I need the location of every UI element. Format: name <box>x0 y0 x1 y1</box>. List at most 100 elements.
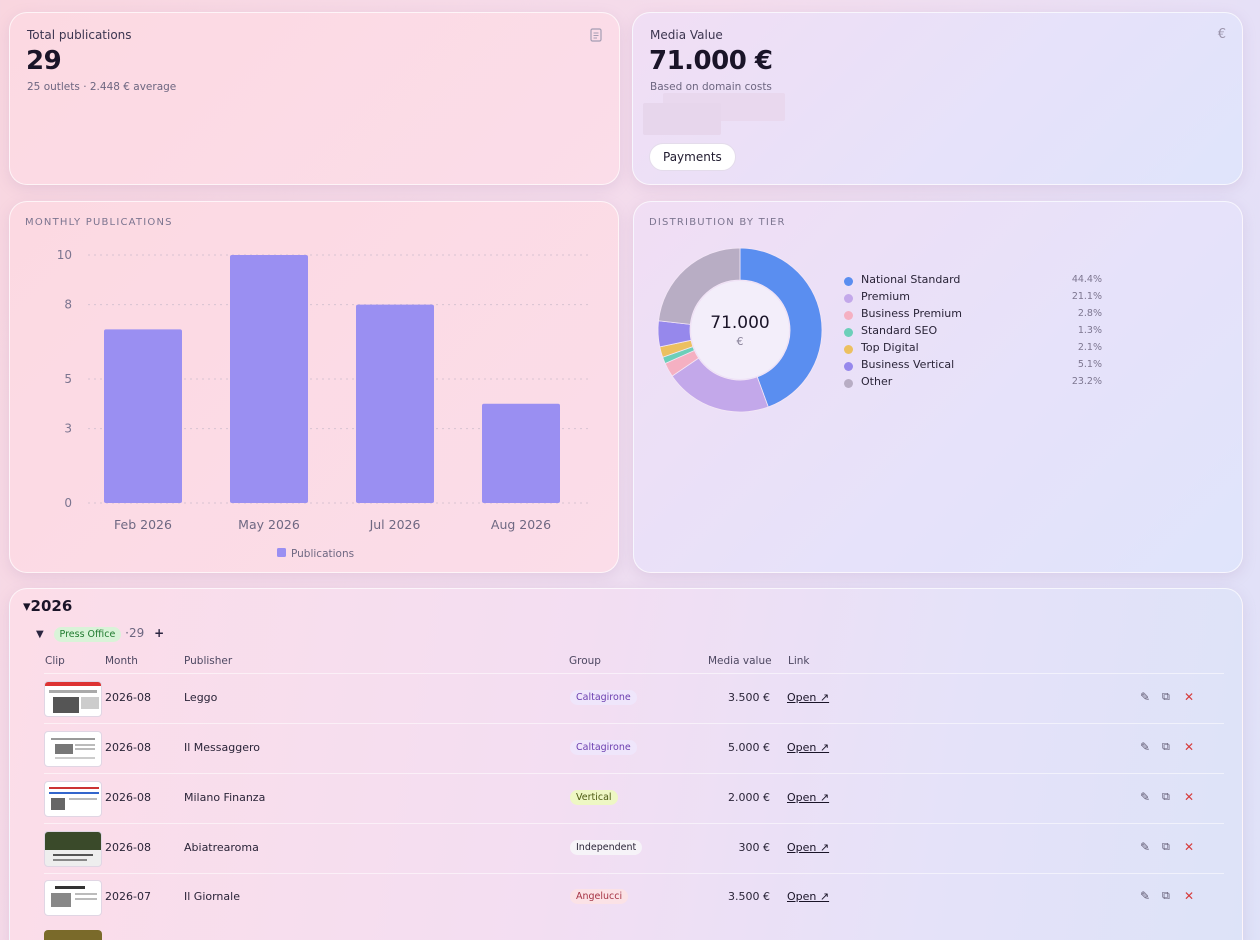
total-publications-value: 29 <box>26 46 62 76</box>
edit-icon[interactable]: ✎ <box>1140 740 1151 754</box>
clip-thumbnail[interactable] <box>44 930 102 940</box>
year-group-heading[interactable]: ▾2026 <box>23 597 72 615</box>
publications-table-card: ▾2026 ▼ Press Office ·29 + Clip Month Pu… <box>9 588 1243 940</box>
legend-label: Standard SEO <box>861 324 938 337</box>
duplicate-icon[interactable]: ⧉ <box>1162 840 1170 853</box>
clip-thumbnail[interactable] <box>44 880 102 916</box>
document-icon <box>590 28 602 42</box>
legend-item: Other 23.2% <box>844 375 1102 392</box>
open-link[interactable]: Open ↗ <box>787 791 830 804</box>
legend-item: Business Vertical 5.1% <box>844 358 1102 375</box>
legend-percentage: 44.4% <box>1071 274 1102 285</box>
legend-label: Business Premium <box>861 307 962 320</box>
column-header-link: Link <box>788 655 810 667</box>
row-publisher: Abiatrearoma <box>184 841 259 854</box>
y-tick-label: 3 <box>64 422 72 436</box>
legend-dot <box>844 277 853 286</box>
y-tick-label: 0 <box>64 496 72 510</box>
column-header-clip: Clip <box>45 655 65 667</box>
open-link[interactable]: Open ↗ <box>787 741 830 754</box>
delete-icon[interactable]: ✕ <box>1184 690 1195 704</box>
x-tick-label: Feb 2026 <box>114 517 172 532</box>
row-month: 2026-07 <box>105 890 151 903</box>
donut-center <box>691 281 789 379</box>
legend-percentage: 1.3% <box>1077 325 1102 336</box>
delete-icon[interactable]: ✕ <box>1184 740 1195 754</box>
row-month: 2026-08 <box>105 741 151 754</box>
clip-thumbnail[interactable] <box>44 831 102 867</box>
donut-center-unit: € <box>737 335 744 348</box>
row-media-value: 3.500 € <box>728 890 770 903</box>
row-group-tag: Caltagirone <box>570 690 637 705</box>
row-media-value: 2.000 € <box>728 791 770 804</box>
delete-icon[interactable]: ✕ <box>1184 889 1195 903</box>
press-office-group-row: ▼ Press Office ·29 + <box>36 626 164 642</box>
clip-thumbnail[interactable] <box>44 781 102 817</box>
duplicate-icon[interactable]: ⧉ <box>1162 889 1170 902</box>
year-label: 2026 <box>30 597 73 615</box>
table-row: 2026-07 Il Giornale Angelucci 3.500 € Op… <box>44 873 1234 923</box>
open-link[interactable]: Open ↗ <box>787 890 830 903</box>
column-header-publisher: Publisher <box>184 655 233 667</box>
row-divider <box>44 673 1224 674</box>
legend-swatch <box>277 548 286 557</box>
duplicate-icon[interactable]: ⧉ <box>1162 690 1170 703</box>
table-row: 2026-08 Il Messaggero Caltagirone 5.000 … <box>44 724 1234 774</box>
bar <box>482 403 560 503</box>
row-media-value: 3.500 € <box>728 691 770 704</box>
legend-label: Other <box>861 375 893 388</box>
duplicate-icon[interactable]: ⧉ <box>1162 790 1170 803</box>
row-month: 2026-08 <box>105 691 151 704</box>
media-value-card: Media Value € 71.000 € Based on domain c… <box>632 12 1243 185</box>
donut-slice <box>739 247 823 408</box>
legend-item: Standard SEO 1.3% <box>844 324 1102 341</box>
legend-label: Publications <box>291 548 354 560</box>
bar <box>104 329 182 503</box>
row-month: 2026-08 <box>105 791 151 804</box>
legend-dot <box>844 345 853 354</box>
table-row: 2026-08 Abiatrearoma Independent 300 € O… <box>44 824 1234 874</box>
payments-button[interactable]: Payments <box>649 143 736 171</box>
row-group-tag: Independent <box>570 840 643 855</box>
column-header-group: Group <box>569 655 601 667</box>
group-count-separator: · <box>125 626 129 640</box>
open-link[interactable]: Open ↗ <box>787 841 830 854</box>
row-divider <box>44 873 1224 874</box>
media-value-subtext: Based on domain costs <box>650 81 772 93</box>
y-tick-label: 5 <box>64 372 72 386</box>
row-group-tag: Angelucci <box>570 889 629 904</box>
edit-icon[interactable]: ✎ <box>1140 889 1151 903</box>
clip-thumbnail[interactable] <box>44 731 102 767</box>
bar <box>230 255 308 503</box>
row-divider <box>44 773 1224 774</box>
monthly-publications-chart: 0 3 5 8 10 Feb 2026 May 2026 Jul 2026 Aug 2026 Pu… <box>57 248 590 560</box>
duplicate-icon[interactable]: ⧉ <box>1162 740 1170 753</box>
total-publications-subtext: 25 outlets · 2.448 € average <box>27 81 177 93</box>
total-publications-card: Total publications 29 25 outlets · 2.448… <box>9 12 620 185</box>
row-publisher: Il Messaggero <box>184 741 261 754</box>
legend-percentage: 21.1% <box>1071 291 1102 302</box>
press-office-tag: Press Office <box>53 627 122 642</box>
total-publications-title: Total publications <box>27 28 132 42</box>
delete-icon[interactable]: ✕ <box>1184 790 1195 804</box>
add-icon[interactable]: + <box>154 626 165 640</box>
open-link[interactable]: Open ↗ <box>787 691 830 704</box>
legend-percentage: 5.1% <box>1077 359 1102 370</box>
legend-item: Top Digital 2.1% <box>844 341 1102 358</box>
row-media-value: 300 € <box>738 841 771 854</box>
edit-icon[interactable]: ✎ <box>1140 840 1151 854</box>
legend-percentage: 23.2% <box>1071 376 1102 387</box>
delete-icon[interactable]: ✕ <box>1184 840 1195 854</box>
legend-item: Business Premium 2.8% <box>844 307 1102 324</box>
collapse-triangle-icon[interactable]: ▾ <box>23 597 31 615</box>
x-tick-label: Jul 2026 <box>369 517 421 532</box>
clip-thumbnail[interactable] <box>44 681 102 717</box>
edit-icon[interactable]: ✎ <box>1140 690 1151 704</box>
row-divider <box>44 823 1224 824</box>
edit-icon[interactable]: ✎ <box>1140 790 1151 804</box>
monthly-publications-card: MONTHLY PUBLICATIONS 0 3 5 8 10 Feb 2026 May 2… <box>9 201 619 573</box>
row-month: 2026-08 <box>105 841 151 854</box>
group-collapse-triangle-icon[interactable]: ▼ <box>36 629 44 640</box>
legend-label: National Standard <box>861 273 961 286</box>
legend-dot <box>844 362 853 371</box>
